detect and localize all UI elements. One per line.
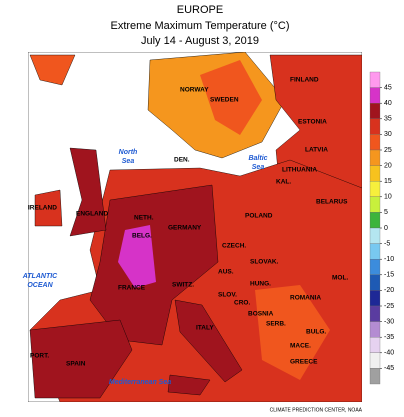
sea-label: Sea [252,164,265,171]
legend-swatch [369,290,381,307]
sea-label: Mediterranean Sea [109,379,171,386]
iberia [29,319,133,399]
legend-tick-label: 0 [384,225,388,232]
country-label: ROMANIA [290,295,321,302]
country-label: ESTONIA [298,119,327,126]
country-label: GERMANY [168,225,202,232]
legend-swatch [369,274,381,291]
country-labels: NORWAY SWEDEN FINLAND ESTONIA LATVIA LIT… [28,77,348,368]
legend-tick-label: -20 [384,287,394,294]
legend-swatch [369,212,381,229]
legend-tick-label: 45 [384,84,392,91]
legend-tick-label: 15 [384,178,392,185]
legend-swatch [369,243,381,260]
country-label: LATVIA [305,147,328,154]
country-label: POLAND [245,213,273,220]
country-label: IRELAND [28,205,57,212]
legend-swatch [369,368,381,385]
country-label: CZECH. [222,243,246,250]
legend-swatch [369,134,381,151]
country-label: CRO. [234,300,250,307]
legend-swatch [369,118,381,135]
country-label: NORWAY [180,87,209,94]
map-title: Extreme Maximum Temperature (°C) [110,20,289,32]
country-label: ENGLAND [76,211,108,218]
legend-tick-label: -35 [384,334,394,341]
sea-label: Baltic [248,155,267,162]
country-label: SWEDEN [210,97,239,104]
legend-swatch [369,71,381,88]
sea-label: Sea [122,158,135,165]
legend-tick-label: 40 [384,100,392,107]
country-label: LITHUANIA [282,167,317,174]
legend-swatch [369,103,381,119]
country-label: SERB. [266,321,286,328]
legend-tick-label: 10 [384,194,392,201]
country-label: DEN. [174,157,190,164]
legend-swatch [369,321,381,338]
legend-tick-label: 20 [384,162,392,169]
legend-tick-label: 25 [384,147,392,154]
legend-tick-label: -25 [384,303,394,310]
color-legend: 45 40 35 30 25 20 15 10 5 0 -5 -10 -15 -20 -25 -30 -35 -4… [369,71,394,385]
country-label: MOL. [332,275,348,282]
legend-tick-label: -10 [384,256,394,263]
sea-label: North [119,149,138,156]
sea-label: OCEAN [27,282,53,289]
country-label: GREECE [290,359,318,366]
legend-swatch [369,87,381,104]
sweden-hot [200,60,262,135]
map [28,52,362,402]
country-label: ITALY [196,325,214,332]
legend-swatch [369,181,381,197]
legend-swatch [369,337,381,353]
legend-tick-label: -5 [384,240,390,247]
legend-swatch [369,259,381,275]
benelux-hot [118,225,156,288]
italy [174,299,243,383]
iceland [29,54,76,86]
country-label: BELARUS [316,199,348,206]
legend-swatch [369,305,381,322]
country-label: KAL. [276,179,291,186]
north-africa [167,374,211,396]
country-label: SLOV. [218,292,237,299]
legend-swatch [369,196,381,213]
credit: CLIMATE PREDICTION CENTER, NOAA [270,407,363,413]
balkans [255,285,330,380]
sea-labels: North Sea Baltic Sea ATLANTIC OCEAN Medi… [22,149,268,386]
sea-label: ATLANTIC [22,273,58,280]
country-label: FRANCE [118,285,146,292]
legend-tick-label: -40 [384,350,394,357]
country-label: AUS. [218,269,234,276]
country-label: PORT. [30,353,49,360]
legend-tick-label: 5 [384,209,388,216]
country-label: BELG. [132,233,152,240]
legend-swatch [369,352,381,369]
legend-swatch [369,149,381,166]
country-label: HUNG. [250,281,271,288]
country-label: NETH. [134,215,154,222]
map-period: July 14 - August 3, 2019 [141,35,259,47]
legend-tick-label: 30 [384,131,392,138]
legend-swatch [369,227,381,244]
country-label: SPAIN [66,361,86,368]
country-label: MACE. [290,343,311,350]
legend-tick-label: -30 [384,318,394,325]
ireland [34,189,63,227]
legend-tick-label: -15 [384,272,394,279]
legend-swatch [369,165,381,182]
country-label: BULG. [306,329,326,336]
britain [69,147,107,237]
country-label: SLOVAK. [250,259,279,266]
legend-tick-label: 35 [384,116,392,123]
legend-tick-label: -45 [384,365,394,372]
country-label: SWITZ. [172,282,194,289]
country-label: BOSNIA [248,311,274,318]
country-label: FINLAND [290,77,319,84]
map-region: EUROPE [177,4,223,16]
